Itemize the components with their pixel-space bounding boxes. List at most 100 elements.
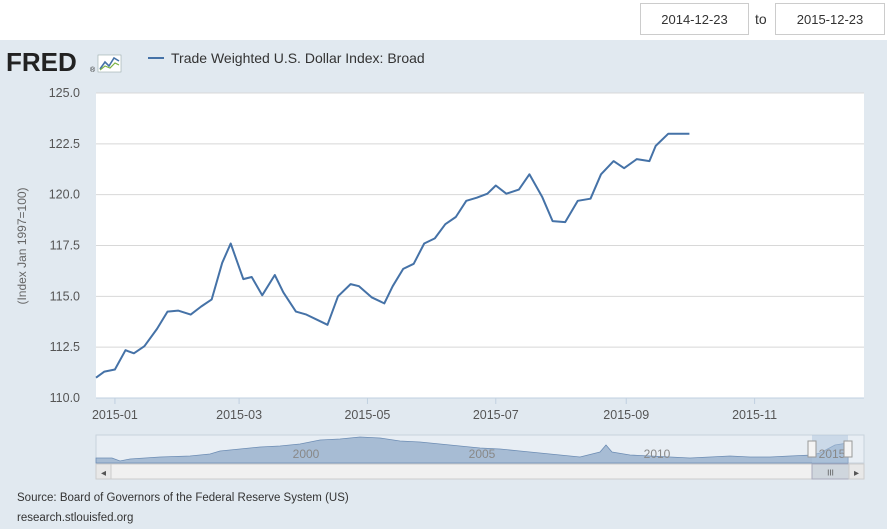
x-tick-label: 2015-11 [732,408,777,422]
x-tick-label: 2015-01 [92,408,138,422]
data-point [540,194,545,199]
data-point [653,143,658,148]
series-line [95,132,690,379]
data-point [563,220,568,225]
scroll-right-button[interactable] [848,463,865,480]
scroll-left-button[interactable] [95,463,112,480]
data-point [516,187,521,192]
data-point [94,375,99,380]
data-point [422,241,427,246]
scrollbar-track[interactable] [95,463,865,480]
data-point [102,369,107,374]
data-point [443,222,448,227]
data-point [317,318,322,323]
data-point [550,219,555,224]
data-point [599,172,604,177]
data-point [687,131,692,136]
data-point [411,261,416,266]
source-url[interactable]: research.stlouisfed.org [17,512,134,524]
data-point [485,191,490,196]
data-point [382,301,387,306]
data-point [281,290,286,295]
y-tick-label: 122.5 [49,137,80,151]
data-point [588,196,593,201]
date-range-bar: 2014-12-23 to 2015-12-23 [0,0,887,40]
navigator-selection[interactable] [812,435,848,463]
navigator-year-label: 2005 [469,447,496,461]
data-point [131,351,136,356]
data-point [249,275,254,280]
data-point [260,293,265,298]
scroll-right-arrow-icon: ▸ [854,468,859,479]
data-point [634,157,639,162]
x-tick-label: 2015-03 [216,408,262,422]
data-point [155,326,160,331]
date-range-to-label: to [755,11,767,27]
navigator-year-labels: 2000 2005 2010 2015 [293,447,846,461]
fred-logo-chart-icon [97,54,122,73]
legend-swatch [148,57,164,59]
y-tick-label: 125.0 [49,86,80,100]
data-point [123,348,128,353]
end-date-input[interactable]: 2015-12-23 [775,3,885,35]
data-point [647,159,652,164]
fred-logo-registered: ® [90,66,96,74]
start-date-input[interactable]: 2014-12-23 [640,3,749,35]
data-point [112,367,117,372]
data-point [209,297,214,302]
y-tick-label: 112.5 [50,340,80,354]
data-point [142,344,147,349]
navigator-right-handle[interactable] [843,440,853,458]
y-axis-title: (Index Jan 1997=100) [15,187,29,304]
fred-logo-text: FRED [6,48,77,77]
scrollbar-grip-icon: III [827,469,834,478]
data-point [199,304,204,309]
scrollbar: ◂ III ▸ [95,463,865,480]
data-point [165,309,170,314]
chart-legend[interactable]: Trade Weighted U.S. Dollar Index: Broad [148,50,425,66]
data-point [188,312,193,317]
data-point [504,191,509,196]
data-point [676,131,681,136]
legend-series-label: Trade Weighted U.S. Dollar Index: Broad [171,50,425,66]
data-point [622,166,627,171]
data-point [575,198,580,203]
data-point [493,183,498,188]
data-point [369,295,374,300]
scroll-left-arrow-icon: ◂ [101,468,106,479]
x-tick-marks [114,398,756,404]
data-point [453,215,458,220]
fred-logo[interactable]: FRED ® [6,47,126,83]
data-point [401,266,406,271]
y-tick-labels: 125.0 122.5 120.0 117.5 115.0 112.5 110.0 [49,86,80,405]
y-tick-label: 110.0 [50,391,80,405]
series-group [94,131,692,380]
data-point [176,308,181,313]
navigator-year-label: 2000 [293,447,320,461]
data-point [348,282,353,287]
source-text: Source: Board of Governors of the Federa… [17,492,349,504]
data-point [325,322,330,327]
x-tick-label: 2015-07 [473,408,519,422]
data-point [527,172,532,177]
data-point [293,309,298,314]
x-tick-label: 2015-05 [344,408,390,422]
data-point [304,312,309,317]
data-point [336,294,341,299]
data-point [357,284,362,289]
data-point [220,260,225,265]
x-tick-label: 2015-09 [603,408,649,422]
navigator-year-label: 2010 [644,447,671,461]
y-tick-label: 120.0 [49,188,80,202]
x-tick-labels: 2015-01 2015-03 2015-05 2015-07 2015-09 2015-… [92,408,777,422]
navigator-left-handle[interactable] [807,440,817,458]
data-point [464,198,469,203]
data-point [666,131,671,136]
navigator: 2000 2005 2010 2015 [95,434,865,464]
navigator-area [95,436,849,464]
navigator-year-label: 2015 [819,447,846,461]
y-tick-label: 117.5 [50,239,80,253]
data-point [241,277,246,282]
data-point [474,195,479,200]
